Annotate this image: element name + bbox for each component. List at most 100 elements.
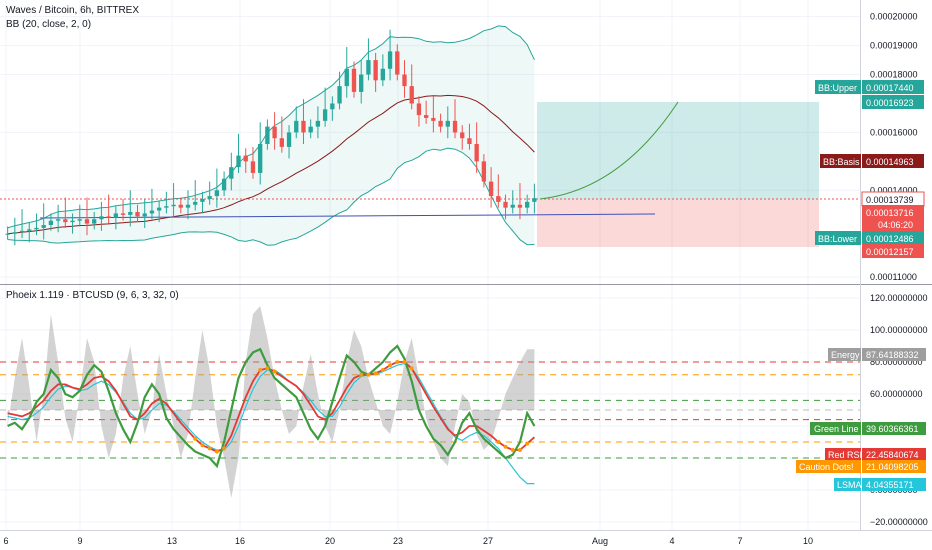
candle-body [286, 132, 292, 147]
candle-body [467, 138, 472, 144]
caution-dots-value-box [862, 460, 926, 473]
candle-body [380, 68, 386, 81]
stop-zone [537, 199, 819, 247]
red-rsi-tag [825, 448, 861, 461]
green-line-value: 39.60366361 [866, 424, 919, 434]
time-tick-label: 27 [483, 536, 493, 546]
candle-body [41, 225, 46, 228]
energy-area [7, 306, 535, 498]
candle-body [265, 126, 270, 144]
candle-body [207, 196, 212, 199]
bb-lower-value-box [862, 231, 924, 245]
green-line-value-box [862, 422, 926, 435]
candle-body [92, 219, 97, 224]
candle-body [272, 126, 277, 139]
stop-price-value: 0.00012157 [866, 247, 914, 257]
caution-dots-value: 21.04098205 [866, 462, 919, 472]
candle-body [395, 51, 400, 75]
caution-dot [272, 369, 277, 374]
candle-body [308, 126, 313, 133]
time-axis[interactable]: 6 9 13 16 20 23 27 Aug 4 7 10 [3, 536, 813, 546]
candle-body [503, 201, 508, 208]
time-tick-label: 6 [3, 536, 8, 546]
candle-body [330, 103, 335, 110]
trend-line[interactable] [39, 213, 656, 219]
red-rsi-tag-text: Red RSI [828, 450, 862, 460]
time-tick-label: 23 [393, 536, 403, 546]
lsma-tag [834, 478, 861, 491]
time-tick-label: 4 [669, 536, 674, 546]
candle-body [452, 120, 458, 133]
candle-body [279, 138, 284, 147]
candle-body [178, 204, 183, 208]
candle-body [19, 230, 25, 233]
caution-dot [258, 368, 263, 372]
chart-title: Waves / Bitcoin, 6h, BITTREX [6, 5, 139, 16]
caution-dot [265, 366, 270, 371]
candle-body [409, 86, 414, 104]
candle-body [445, 120, 450, 127]
energy-value-box [862, 348, 926, 361]
candle-body [359, 74, 364, 92]
bb-lower-value: 0.00012486 [866, 234, 914, 244]
time-tick-label: 7 [737, 536, 742, 546]
projection-curve[interactable] [539, 101, 679, 200]
countdown-box [862, 218, 924, 231]
oscillator-tick-label: 80.00000000 [870, 357, 923, 367]
candle-body [120, 213, 126, 215]
oscillator-tick-label: −20.00000000 [870, 517, 928, 527]
entry-price-value: 0.00013716 [866, 208, 914, 218]
price-tick-label: 0.00016000 [870, 127, 918, 137]
time-tick-label: Aug [592, 536, 608, 546]
caution-dot [395, 360, 400, 364]
candle-body [185, 204, 191, 208]
candle-body [193, 201, 198, 205]
bb-basis-value-box [862, 154, 924, 168]
candle-body [258, 144, 263, 173]
price-axis[interactable]: 0.00020000 0.00019000 0.00018000 0.00016000… [870, 12, 918, 282]
caution-dot [503, 444, 508, 449]
caution-dot [359, 372, 364, 377]
time-tick-label: 10 [803, 536, 813, 546]
caution-dot [366, 372, 371, 377]
candle-body [106, 216, 111, 218]
candle-body [315, 120, 321, 127]
energy-tag [828, 348, 861, 361]
energy-tag-text: Energy [831, 350, 860, 360]
candle-body [113, 213, 119, 218]
caution-dot [409, 366, 414, 371]
oscillator-tick-label: 120.00000000 [870, 293, 928, 303]
candle-body [344, 68, 349, 87]
candle-body [337, 86, 342, 104]
candle-body [474, 144, 479, 162]
candle-body [5, 233, 10, 235]
oscillator-axis[interactable]: 120.00000000 100.00000000 80.00000000 60.00… [870, 293, 928, 527]
caution-dot [525, 441, 530, 446]
caution-dot [496, 440, 501, 444]
green-line-tag-text: Green Line [814, 424, 859, 434]
candle-body [84, 219, 90, 224]
bb-lower-tag [815, 231, 861, 245]
caution-dot [200, 443, 205, 448]
time-tick-label: 20 [325, 536, 335, 546]
candle-body [532, 198, 537, 202]
candle-body [496, 196, 501, 202]
candle-body [423, 115, 429, 118]
bb-lower-line [7, 147, 535, 246]
candle-body [431, 117, 436, 121]
lsma-value: 4.04355171 [866, 480, 914, 490]
candle-body [156, 207, 162, 211]
caution-dot [402, 360, 407, 364]
bb-basis-line [7, 94, 535, 235]
entry-price-box [862, 205, 924, 219]
candle-body [438, 120, 443, 127]
target-price-value: 0.00016923 [866, 98, 914, 108]
price-labels: BB:Upper 0.00017440 0.00016923 BB:Basis … [815, 80, 925, 258]
red-rsi-value: 22.45840674 [866, 450, 919, 460]
stop-price-box [862, 244, 924, 258]
oscillator-labels: Energy 87.64188332 Green Line 39.6036636… [796, 348, 926, 491]
candle-body [55, 219, 61, 221]
time-tick-label: 9 [77, 536, 82, 546]
red-rsi-value-box [862, 448, 926, 461]
caution-dot [214, 449, 219, 454]
